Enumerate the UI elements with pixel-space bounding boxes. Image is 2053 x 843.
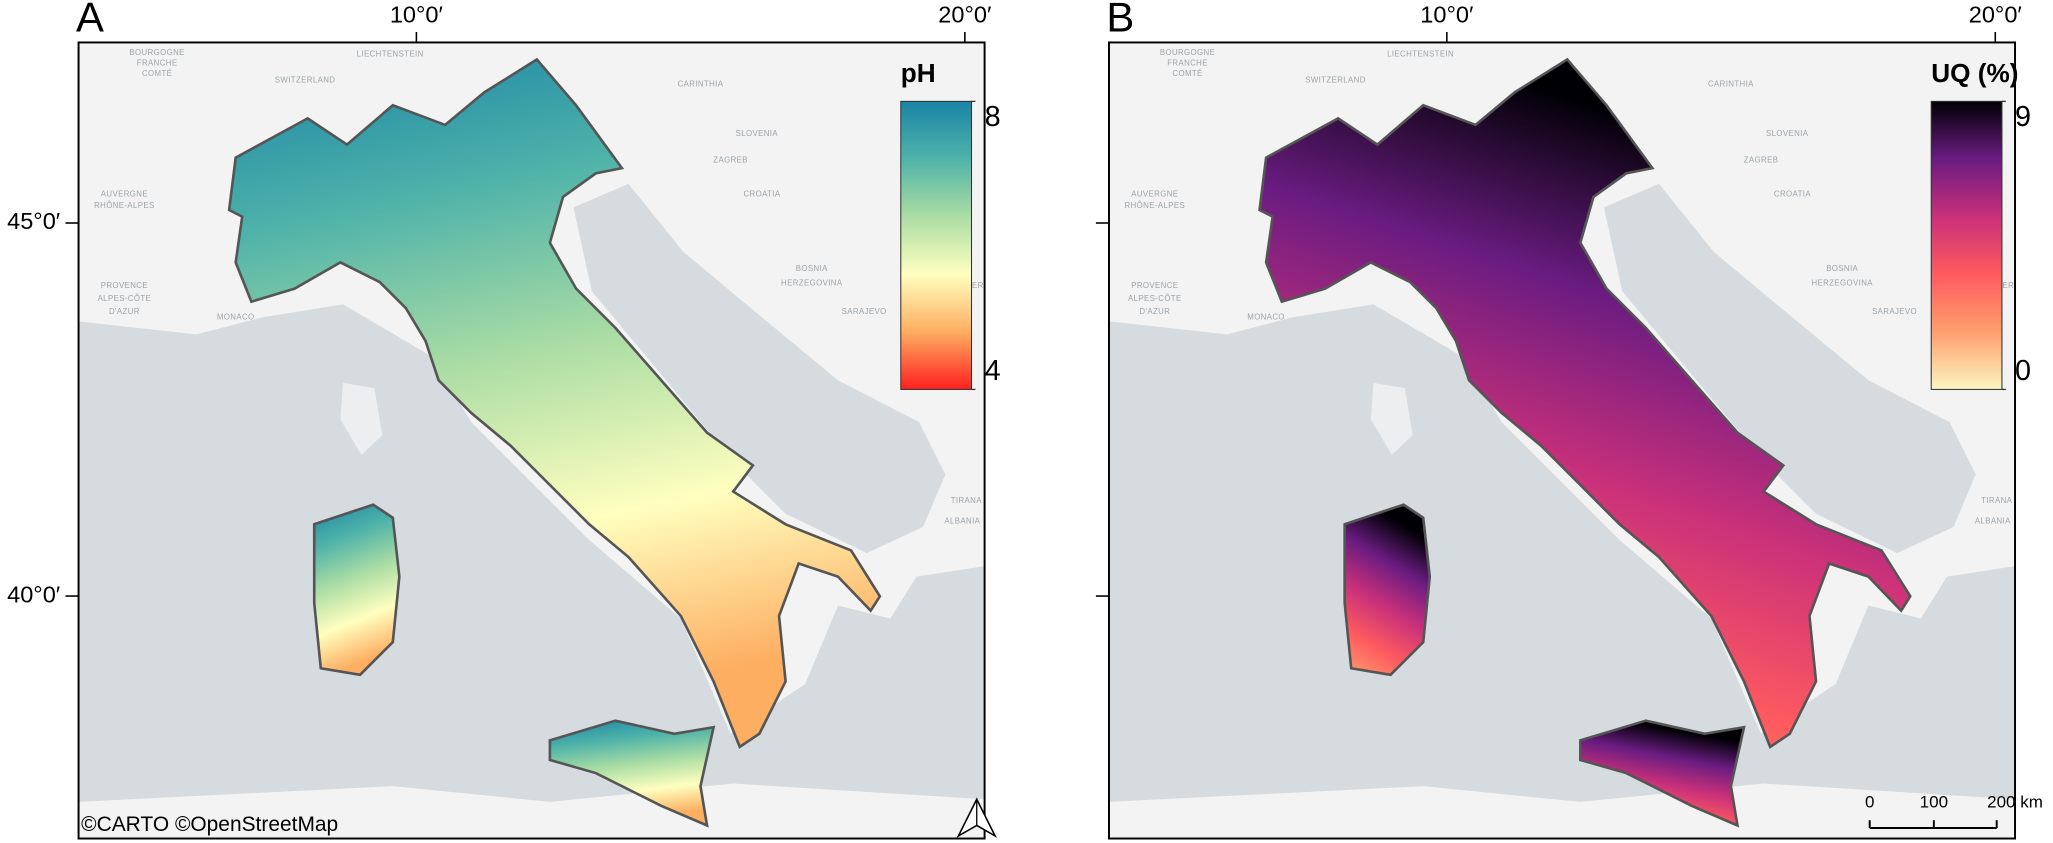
legend-title: UQ (%) [1931, 58, 2018, 88]
basemap-label: TIRANA [1981, 496, 2012, 505]
basemap-label: SARAJEVO [1872, 307, 1917, 316]
basemap-label: CARINTHIA [1708, 79, 1754, 88]
basemap-label: SERBIA [966, 281, 998, 290]
basemap-label: SARAJEVO [842, 307, 887, 316]
colorbar-tick-label: 8 [985, 101, 1001, 133]
basemap-label: SWITZERLAND [275, 76, 336, 85]
panel-letter: A [76, 0, 104, 40]
basemap-label: HERZEGOVINA [1811, 278, 1873, 287]
basemap-label: ALBANIA [1975, 517, 2011, 526]
map-panel: SWITZERLAND LIECHTENSTEIN TYROL CARINTHIA SL… [7, 0, 1001, 840]
colorbar [900, 100, 973, 390]
colorbar-tick-label: 4 [985, 355, 1001, 387]
map-frame [77, 41, 986, 840]
basemap-label: BOURGOGNE [1160, 48, 1215, 57]
basemap-label: SWITZERLAND [1305, 76, 1366, 85]
basemap-label: HERZEGOVINA [781, 278, 843, 287]
basemap-label: MONACO [217, 312, 255, 321]
attribution: ©CARTO ©OpenStreetMap [81, 813, 338, 836]
map-area: SWITZERLAND LIECHTENSTEIN TYROL CARINTHIA SL… [78, 31, 998, 839]
basemap-label: LIECHTENSTEIN [1387, 49, 1454, 58]
x-tick-label: 10°0′ [1420, 1, 1473, 27]
basemap-label: FRANCHE [137, 58, 178, 67]
basemap-label: CROATIA [1774, 189, 1811, 198]
basemap-label: BOSNIA [1826, 264, 1858, 273]
map-area: SWITZERLAND LIECHTENSTEIN TYROL CARINTHIA SL… [1108, 31, 2029, 839]
basemap-label: PROVENCE [101, 281, 148, 290]
basemap-label: PROVENCE [1131, 281, 1178, 290]
y-tick-label: 40°0′ [7, 581, 60, 607]
north-arrow [956, 797, 997, 838]
basemap-label: FRANCHE [1167, 58, 1208, 67]
basemap-label: AUVERGNE [101, 189, 148, 198]
basemap-label: MONACO [1247, 312, 1285, 321]
basemap-label: ZAGREB [1744, 155, 1779, 164]
basemap-label: CARINTHIA [678, 79, 724, 88]
basemap-label: COMTÉ [142, 69, 172, 78]
basemap-label: COMTÉ [1172, 69, 1202, 78]
basemap-label: D'AZUR [109, 307, 140, 316]
colorbar-tick-label: 9 [2015, 101, 2031, 133]
basemap-label: ALBANIA [944, 517, 980, 526]
basemap-label: SLOVENIA [736, 129, 779, 138]
map-frame [1108, 41, 2017, 840]
basemap-label: LIECHTENSTEIN [357, 49, 424, 58]
basemap-label: BOSNIA [796, 264, 828, 273]
basemap-label: D'AZUR [1139, 307, 1170, 316]
x-tick-label: 20°0′ [1969, 1, 2022, 27]
legend-title: pH [901, 58, 936, 88]
basemap-label: ZAGREB [713, 155, 748, 164]
basemap-label: ALPES-CÔTE [98, 294, 152, 303]
basemap-label: TYROL [408, 31, 436, 40]
panel-letter: B [1106, 0, 1134, 40]
basemap-label: SERBIA [1997, 281, 2029, 290]
x-tick-label: 10°0′ [390, 1, 443, 27]
basemap-label: BOURGOGNE [129, 48, 184, 57]
scale-bar-label: 200 km [1987, 793, 2043, 812]
basemap-label: TIRANA [951, 496, 982, 505]
basemap-label: SLOVENIA [1766, 129, 1809, 138]
x-tick-label: 20°0′ [938, 1, 991, 27]
scale-bar-label: 0 [1865, 793, 1874, 812]
colorbar-tick-label: 0 [2015, 355, 2031, 387]
basemap-label: AUVERGNE [1131, 189, 1178, 198]
basemap-label: ALPES-CÔTE [1128, 294, 1182, 303]
colorbar [1930, 100, 2003, 390]
basemap-label: RHÔNE-ALPES [94, 201, 155, 210]
scale-bar-label: 100 [1920, 793, 1948, 812]
basemap-label: TYROL [1438, 31, 1466, 40]
basemap-label: RHÔNE-ALPES [1125, 201, 1186, 210]
y-tick-label: 45°0′ [7, 208, 60, 234]
map-panel: SWITZERLAND LIECHTENSTEIN TYROL CARINTHIA SL… [1095, 0, 2043, 840]
basemap-label: CROATIA [744, 189, 781, 198]
